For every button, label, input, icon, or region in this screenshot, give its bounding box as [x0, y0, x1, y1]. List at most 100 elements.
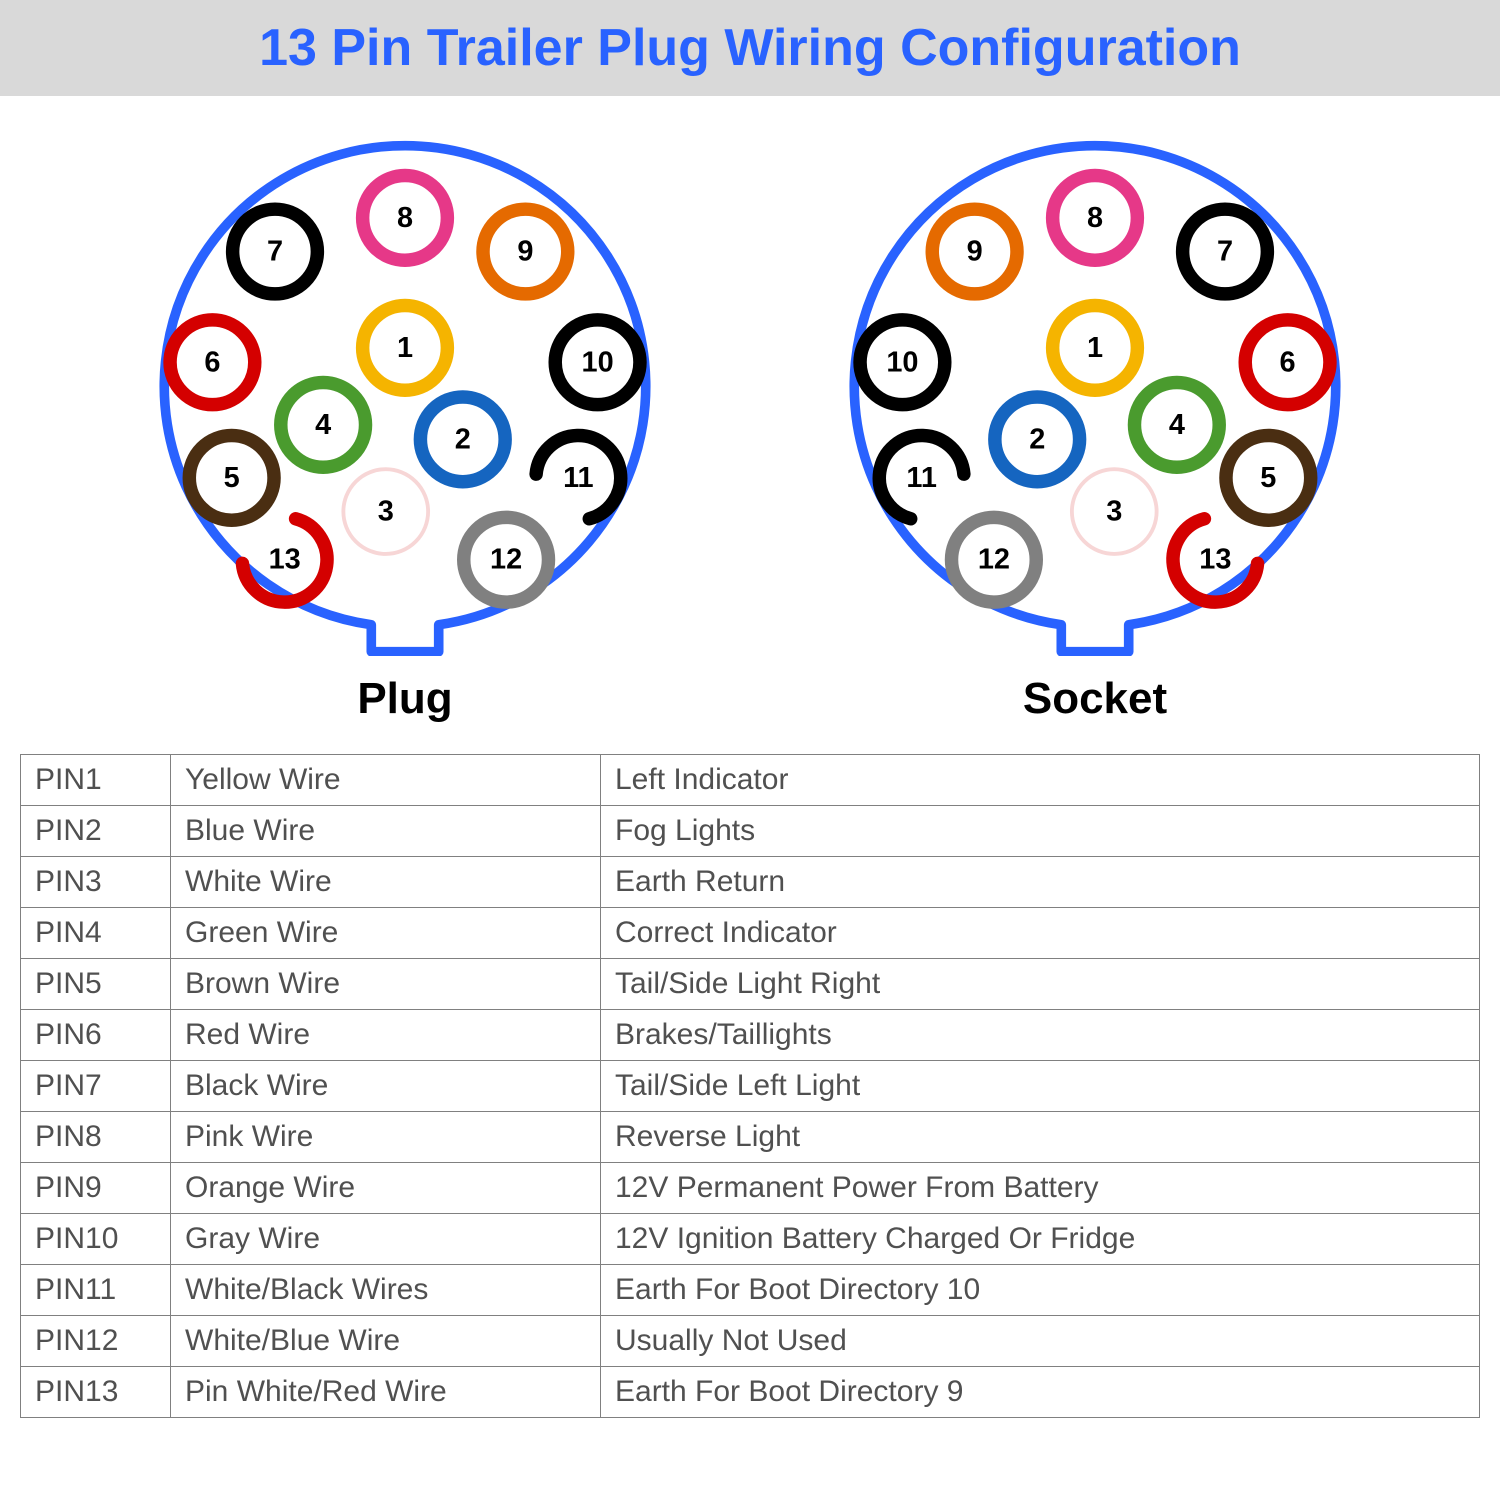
pin-6: 6: [170, 320, 255, 405]
table-row: PIN9Orange Wire12V Permanent Power From …: [21, 1163, 1480, 1214]
socket-block: 12345678910111213 Socket: [835, 136, 1355, 724]
pin-6: 6: [1245, 320, 1330, 405]
pin-3: 3: [1072, 469, 1157, 554]
plug-block: 12345678910111213 Plug: [145, 136, 665, 724]
svg-text:10: 10: [582, 346, 614, 378]
table-row: PIN6Red WireBrakes/Taillights: [21, 1010, 1480, 1061]
cell-func: 12V Permanent Power From Battery: [601, 1163, 1480, 1214]
pin-4: 4: [281, 383, 366, 468]
cell-func: Earth For Boot Directory 10: [601, 1265, 1480, 1316]
cell-pin: PIN5: [21, 959, 171, 1010]
cell-pin: PIN10: [21, 1214, 171, 1265]
svg-text:13: 13: [1199, 544, 1231, 576]
cell-pin: PIN1: [21, 755, 171, 806]
plug-diagram: 12345678910111213: [145, 136, 665, 656]
cell-wire: Green Wire: [171, 908, 601, 959]
cell-pin: PIN7: [21, 1061, 171, 1112]
cell-func: Earth For Boot Directory 9: [601, 1367, 1480, 1418]
table-row: PIN10Gray Wire12V Ignition Battery Charg…: [21, 1214, 1480, 1265]
svg-text:6: 6: [1280, 346, 1296, 378]
svg-text:4: 4: [315, 409, 331, 441]
svg-text:1: 1: [1087, 332, 1103, 364]
cell-pin: PIN13: [21, 1367, 171, 1418]
plug-label: Plug: [357, 674, 452, 724]
svg-text:12: 12: [978, 544, 1010, 576]
svg-text:8: 8: [397, 202, 413, 234]
table-row: PIN7Black WireTail/Side Left Light: [21, 1061, 1480, 1112]
svg-text:8: 8: [1087, 202, 1103, 234]
pin-2: 2: [995, 397, 1080, 482]
diagrams-row: 12345678910111213 Plug 12345678910111213…: [0, 96, 1500, 734]
cell-wire: Pink Wire: [171, 1112, 601, 1163]
cell-wire: Orange Wire: [171, 1163, 601, 1214]
svg-text:11: 11: [906, 462, 937, 494]
svg-text:1: 1: [397, 332, 413, 364]
cell-wire: Red Wire: [171, 1010, 601, 1061]
cell-pin: PIN2: [21, 806, 171, 857]
table-row: PIN3White WireEarth Return: [21, 857, 1480, 908]
pin-7: 7: [233, 209, 318, 294]
svg-text:2: 2: [455, 423, 471, 455]
cell-wire: Brown Wire: [171, 959, 601, 1010]
svg-text:11: 11: [563, 462, 594, 494]
cell-func: Tail/Side Light Right: [601, 959, 1480, 1010]
table-row: PIN2Blue WireFog Lights: [21, 806, 1480, 857]
pin-5: 5: [1226, 435, 1311, 520]
cell-func: Brakes/Taillights: [601, 1010, 1480, 1061]
cell-wire: White Wire: [171, 857, 601, 908]
svg-text:10: 10: [886, 346, 918, 378]
cell-func: 12V Ignition Battery Charged Or Fridge: [601, 1214, 1480, 1265]
socket-label: Socket: [1023, 674, 1167, 724]
pin-12: 12: [952, 517, 1037, 602]
cell-wire: White/Black Wires: [171, 1265, 601, 1316]
svg-text:5: 5: [1260, 462, 1276, 494]
svg-text:3: 3: [1106, 496, 1122, 528]
table-row: PIN1Yellow WireLeft Indicator: [21, 755, 1480, 806]
pin-4: 4: [1134, 383, 1219, 468]
cell-pin: PIN12: [21, 1316, 171, 1367]
cell-pin: PIN6: [21, 1010, 171, 1061]
pin-table: PIN1Yellow WireLeft IndicatorPIN2Blue Wi…: [20, 754, 1480, 1418]
title-bar: 13 Pin Trailer Plug Wiring Configuration: [0, 0, 1500, 96]
cell-pin: PIN11: [21, 1265, 171, 1316]
cell-func: Tail/Side Left Light: [601, 1061, 1480, 1112]
table-row: PIN5Brown WireTail/Side Light Right: [21, 959, 1480, 1010]
pin-2: 2: [420, 397, 505, 482]
pin-12: 12: [464, 517, 549, 602]
pin-1: 1: [363, 305, 448, 390]
pin-10: 10: [860, 320, 945, 405]
svg-text:2: 2: [1029, 423, 1045, 455]
cell-pin: PIN4: [21, 908, 171, 959]
table-row: PIN12White/Blue WireUsually Not Used: [21, 1316, 1480, 1367]
pin-1: 1: [1053, 305, 1138, 390]
cell-func: Usually Not Used: [601, 1316, 1480, 1367]
table-row: PIN11White/Black WiresEarth For Boot Dir…: [21, 1265, 1480, 1316]
cell-func: Earth Return: [601, 857, 1480, 908]
pin-3: 3: [343, 469, 428, 554]
cell-func: Fog Lights: [601, 806, 1480, 857]
pin-9: 9: [932, 209, 1017, 294]
cell-wire: Blue Wire: [171, 806, 601, 857]
svg-text:3: 3: [378, 496, 394, 528]
pin-9: 9: [483, 209, 568, 294]
cell-func: Reverse Light: [601, 1112, 1480, 1163]
cell-pin: PIN8: [21, 1112, 171, 1163]
cell-wire: Black Wire: [171, 1061, 601, 1112]
pin-8: 8: [1053, 175, 1138, 260]
pin-8: 8: [363, 175, 448, 260]
cell-func: Correct Indicator: [601, 908, 1480, 959]
pin-7: 7: [1183, 209, 1268, 294]
svg-text:9: 9: [517, 236, 533, 268]
cell-wire: Yellow Wire: [171, 755, 601, 806]
table-row: PIN8Pink WireReverse Light: [21, 1112, 1480, 1163]
cell-wire: Gray Wire: [171, 1214, 601, 1265]
svg-text:5: 5: [224, 462, 240, 494]
pin-table-body: PIN1Yellow WireLeft IndicatorPIN2Blue Wi…: [21, 755, 1480, 1418]
svg-text:13: 13: [269, 544, 301, 576]
svg-text:6: 6: [204, 346, 220, 378]
svg-text:7: 7: [1217, 236, 1233, 268]
pin-5: 5: [189, 435, 274, 520]
cell-wire: Pin White/Red Wire: [171, 1367, 601, 1418]
cell-func: Left Indicator: [601, 755, 1480, 806]
socket-diagram: 12345678910111213: [835, 136, 1355, 656]
